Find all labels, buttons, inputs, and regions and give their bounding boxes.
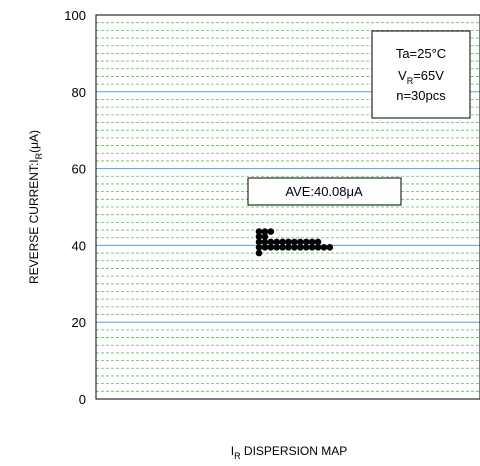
data-point (291, 244, 298, 251)
data-point (291, 238, 298, 246)
average-label: AVE:40.08μA (285, 184, 363, 199)
data-point (261, 238, 269, 246)
conditions-box: Ta=25°C VR=65V n=30pcs (371, 30, 471, 119)
y-axis-ticks: 0 20 40 60 80 100 (64, 8, 86, 407)
data-point (273, 238, 281, 246)
data-point (261, 228, 269, 235)
data-point (308, 238, 316, 246)
y-tick-label: 100 (64, 8, 86, 23)
data-point (267, 238, 275, 246)
average-box-frame (247, 177, 402, 206)
data-point (261, 233, 269, 240)
condition-sample-count: n=30pcs (396, 88, 446, 103)
data-point (267, 244, 275, 251)
data-point (320, 244, 328, 251)
data-point (255, 238, 263, 246)
y-axis-label: REVERSE CURRENT:IR(μA) (27, 130, 44, 284)
data-point (302, 238, 310, 246)
x-axis-label: IR DISPERSION MAP (231, 444, 348, 461)
major-gridlines (96, 91, 480, 323)
data-point (285, 238, 292, 246)
condition-temperature: Ta=25°C (396, 46, 446, 61)
data-point (314, 244, 322, 251)
data-point (308, 244, 316, 251)
data-point (285, 244, 292, 251)
data-point (255, 228, 263, 235)
data-point (273, 244, 281, 251)
y-tick-label: 80 (72, 85, 86, 100)
plot-area-frame (95, 14, 480, 400)
data-point (255, 233, 263, 240)
y-tick-label: 60 (72, 162, 86, 177)
data-point (279, 238, 286, 246)
data-point (302, 244, 310, 251)
data-points (255, 228, 334, 257)
y-tick-label: 40 (72, 238, 86, 253)
data-point (279, 244, 286, 251)
condition-voltage: VR=65V (398, 68, 444, 86)
y-tick-label: 0 (79, 392, 86, 407)
data-point (297, 238, 304, 246)
y-tick-label: 20 (72, 315, 86, 330)
data-point (261, 244, 269, 251)
data-point (297, 244, 304, 251)
data-point (267, 228, 275, 235)
data-point (326, 244, 334, 251)
conditions-box-frame (371, 30, 471, 119)
data-point (255, 244, 263, 251)
data-point (255, 249, 263, 257)
average-box: AVE:40.08μA (247, 177, 402, 206)
data-point (314, 238, 322, 246)
